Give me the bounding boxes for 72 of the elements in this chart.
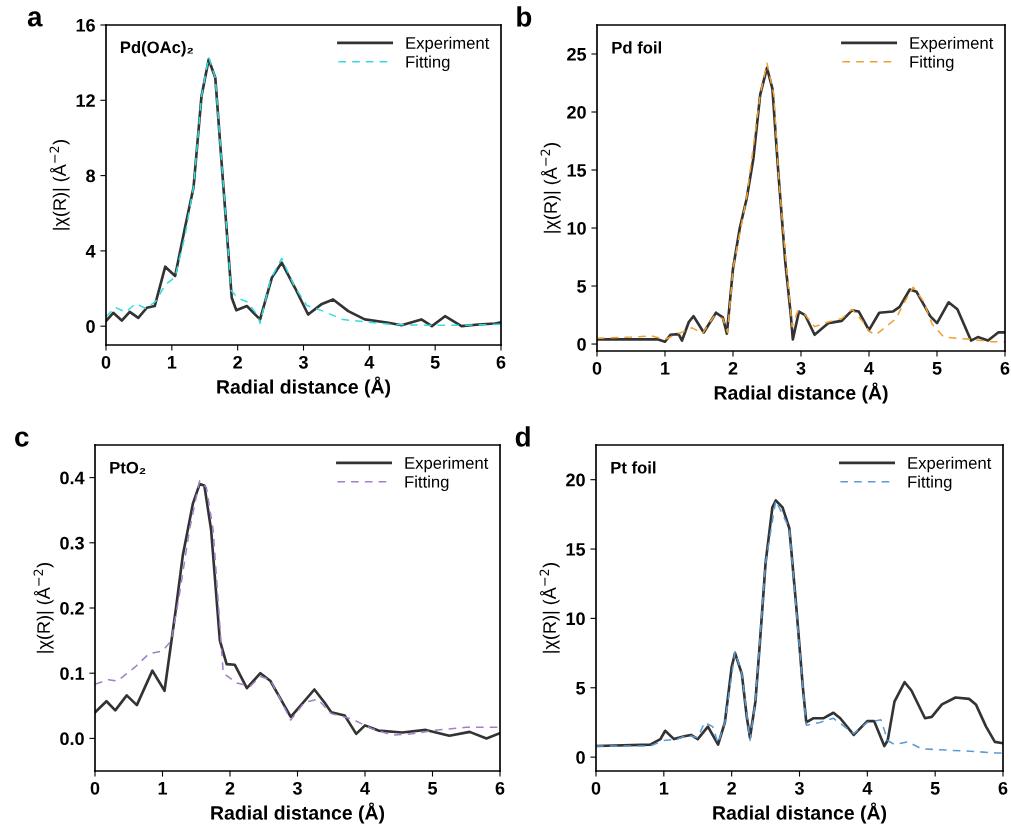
x-tick-label: 0: [591, 781, 601, 795]
y-tick-label: 0.4: [60, 471, 85, 485]
legend-label: Fitting: [908, 475, 952, 492]
x-tick-label: 6: [496, 355, 506, 369]
x-tick-label: 2: [225, 781, 235, 795]
x-tick-label: 2: [727, 781, 736, 795]
y-tick-label: 0.3: [60, 536, 84, 550]
y-tick-label: 0.0: [60, 732, 84, 746]
y-tick-label: 0.2: [60, 601, 84, 615]
x-axis-title: Radial distance (Å): [714, 382, 888, 404]
y-tick-label: 0: [577, 337, 586, 351]
chart-title: a: [27, 11, 43, 27]
y-axis-title: |χ(R)| (Å$^{−2}$): [49, 140, 70, 230]
x-tick-label: 5: [930, 782, 940, 795]
y-tick-label: 10: [567, 221, 586, 235]
x-tick-label: 5: [932, 362, 942, 375]
chart-title: d: [515, 426, 530, 447]
x-tick-label: 4: [364, 356, 375, 369]
y-tick-label: 20: [567, 105, 586, 119]
x-tick-label: 3: [794, 781, 804, 795]
x-tick-label: 4: [864, 362, 874, 375]
x-tick-label: 1: [661, 362, 670, 375]
x-tick-label: 4: [360, 782, 370, 795]
annotation: Pt foil: [611, 461, 656, 474]
y-axis-title: |χ(R)| (Å$^{−2}$): [33, 563, 54, 653]
x-tick-label: 6: [495, 781, 505, 795]
y-tick-label: 0: [86, 320, 95, 333]
y-tick-label: 8: [86, 169, 96, 183]
legend-label: Fitting: [910, 55, 954, 72]
x-tick-label: 1: [167, 356, 177, 369]
legend-label: Experiment: [910, 36, 994, 53]
legend-label: Fitting: [406, 55, 450, 72]
y-tick-label: 20: [566, 473, 585, 487]
x-tick-label: 1: [659, 782, 669, 795]
x-axis-title: Radial distance (Å): [217, 376, 391, 398]
x-tick-label: 6: [998, 781, 1008, 795]
y-axis-title: |χ(R)| (Å$^{−2}$): [540, 143, 561, 233]
y-tick-label: 16: [76, 18, 95, 32]
legend-label: Experiment: [406, 36, 490, 53]
x-axis-title: Radial distance (Å): [211, 802, 385, 824]
chart-title: c: [15, 431, 29, 447]
x-tick-label: 0: [101, 355, 111, 369]
x-tick-label: 4: [862, 782, 873, 795]
annotation: Pd(OAc)₂: [120, 41, 194, 57]
x-axis-title: Radial distance (Å): [713, 802, 887, 824]
y-tick-label: 15: [567, 164, 587, 177]
x-tick-label: 1: [158, 782, 168, 795]
x-tick-label: 6: [1000, 361, 1010, 375]
x-tick-label: 5: [430, 356, 440, 369]
y-tick-label: 5: [576, 681, 586, 695]
x-tick-label: 5: [428, 782, 438, 795]
y-tick-label: 0.1: [60, 667, 85, 680]
y-tick-label: 15: [566, 543, 586, 556]
y-axis-title: |χ(R)| (Å$^{−2}$): [539, 563, 560, 653]
legend-label: Experiment: [908, 456, 992, 473]
x-tick-label: 3: [298, 355, 308, 369]
y-tick-label: 5: [577, 280, 587, 293]
y-tick-label: 12: [76, 94, 95, 107]
x-tick-label: 3: [292, 781, 302, 795]
x-tick-label: 2: [728, 361, 738, 375]
legend-label: Fitting: [405, 475, 449, 492]
y-tick-label: 10: [566, 612, 585, 626]
legend-label: Experiment: [405, 456, 489, 473]
x-tick-label: 0: [592, 361, 602, 375]
annotation: Pd foil: [612, 41, 662, 54]
annotation: PtO₂: [110, 461, 146, 474]
y-tick-label: 25: [567, 47, 587, 61]
y-tick-label: 0: [576, 751, 585, 764]
y-tick-label: 4: [85, 245, 96, 258]
x-tick-label: 3: [796, 361, 806, 375]
chart-title: b: [517, 6, 532, 27]
x-tick-label: 2: [233, 355, 242, 369]
